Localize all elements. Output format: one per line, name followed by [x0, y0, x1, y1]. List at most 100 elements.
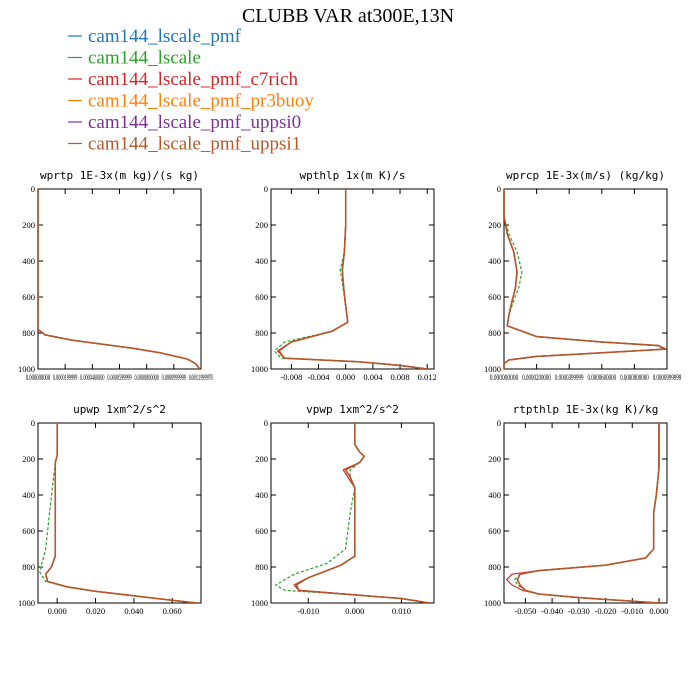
- y-tick-label: 400: [22, 256, 35, 266]
- x-tick-label: 0.010: [392, 606, 411, 616]
- series-line-6: [44, 423, 198, 603]
- y-tick-label: 1000: [18, 364, 35, 374]
- series-line-1: [277, 189, 428, 369]
- series-line-1: [516, 423, 660, 603]
- y-tick-label: 800: [22, 562, 35, 572]
- y-tick-label: 1000: [251, 364, 268, 374]
- y-tick-label: 800: [488, 562, 501, 572]
- plot-frame: [37, 422, 202, 604]
- y-tick-label: 400: [255, 256, 268, 266]
- x-tick-label: -0.008: [280, 372, 302, 382]
- y-tick-label: 600: [255, 526, 268, 536]
- series-line-4: [504, 189, 665, 369]
- series-line-6: [38, 189, 201, 369]
- x-tick-label: 0.0000399999: [555, 372, 584, 382]
- x-tick-label: -0.040: [541, 606, 563, 616]
- x-tick-label: -0.004: [308, 372, 331, 382]
- panel-title: upwp 1xm^2/s^2: [73, 403, 166, 416]
- x-tick-label: 0.000119999970: [189, 372, 213, 382]
- x-tick-label: -0.030: [568, 606, 590, 616]
- y-tick-label: 0: [497, 418, 501, 428]
- y-tick-label: 400: [255, 490, 268, 500]
- legend-label: cam144_lscale_pmf_pr3buoy: [88, 91, 314, 112]
- x-tick-label: 0.0000400000: [80, 372, 104, 382]
- x-tick-label: 0.008: [390, 372, 409, 382]
- panel-2: wpthlp 1x(m K)/s 0 200 400 600 800 1000 -0.008-…: [251, 169, 437, 382]
- series-group: [273, 189, 428, 369]
- y-tick-label: 200: [488, 220, 501, 230]
- x-tick-label: 0.0000999999: [653, 372, 682, 382]
- panels: wprtp 1E-3x(m kg)/(s kg) 0 200 400 600 800 100…: [18, 169, 681, 616]
- series-group: [506, 423, 660, 603]
- x-tick-label: 0.040: [124, 606, 143, 616]
- x-tick-label: 0.0000800000: [620, 372, 649, 382]
- y-tick-label: 200: [488, 454, 501, 464]
- legend-entry: cam144_lscale_pmf_pr3buoy: [68, 91, 314, 112]
- y-tick-label: 1000: [484, 598, 501, 608]
- panel-title: wprtp 1E-3x(m kg)/(s kg): [40, 169, 199, 182]
- y-tick-label: 600: [488, 526, 501, 536]
- series-line-5: [277, 189, 428, 369]
- x-tick-label: 0.0000999999: [162, 372, 186, 382]
- x-tick-label: 0.000000000: [490, 372, 519, 382]
- plot-frame: [37, 188, 202, 370]
- y-tick-label: 800: [22, 328, 35, 338]
- panel-title: wpthlp 1x(m K)/s: [300, 169, 406, 182]
- series-line-3: [45, 423, 198, 603]
- y-tick-label: 1000: [18, 598, 35, 608]
- figure-title: CLUBB VAR at300E,13N: [242, 5, 454, 27]
- series-line-6: [516, 423, 660, 603]
- y-tick-label: 0: [497, 184, 501, 194]
- y-tick-label: 400: [22, 490, 35, 500]
- series-line-5: [45, 423, 198, 603]
- x-tick-label: 0.060: [163, 606, 182, 616]
- x-tick-label: 0.000: [649, 606, 668, 616]
- series-line-5: [504, 189, 665, 369]
- series-line-6: [276, 189, 428, 369]
- y-tick-label: 400: [488, 256, 501, 266]
- series-group: [504, 189, 667, 369]
- series-line-6: [504, 189, 665, 369]
- x-tick-label: 0.012: [418, 372, 437, 382]
- panel-4: upwp 1xm^2/s^2 0 200 400 600 800 1000 0.000 0.02…: [18, 403, 202, 616]
- series-line-6: [293, 423, 430, 603]
- y-tick-label: 0: [31, 184, 35, 194]
- y-tick-label: 800: [255, 562, 268, 572]
- series-line-4: [277, 189, 428, 369]
- series-line-5: [38, 189, 201, 369]
- panel-title: vpwp 1xm^2/s^2: [306, 403, 399, 416]
- x-tick-label: -0.050: [514, 606, 536, 616]
- series-group: [39, 423, 198, 603]
- y-tick-label: 600: [22, 292, 35, 302]
- x-tick-label: 0.000: [48, 606, 67, 616]
- panel-3: wprcp 1E-3x(m/s) (kg/kg) 0 200 400 600 800 100…: [484, 169, 681, 382]
- legend-entry: cam144_lscale: [68, 48, 201, 69]
- x-tick-label: 0.0000600000: [588, 372, 617, 382]
- y-tick-label: 200: [22, 220, 35, 230]
- legend: cam144_lscale_pmfcam144_lscalecam144_lsc…: [68, 26, 314, 155]
- x-tick-label: 0.000: [336, 372, 355, 382]
- series-line-4: [45, 423, 198, 603]
- series-group: [38, 189, 201, 369]
- series-line-1: [504, 189, 665, 369]
- legend-entry: cam144_lscale_pmf_c7rich: [68, 69, 298, 90]
- x-tick-label: -0.010: [297, 606, 319, 616]
- y-tick-label: 200: [255, 454, 268, 464]
- x-tick-label: 0.0000200000: [522, 372, 551, 382]
- series-group: [275, 423, 430, 603]
- panel-6: rtpthlp 1E-3x(kg K)/kg 0 200 400 600 800 1000 -…: [484, 403, 669, 616]
- y-tick-label: 800: [255, 328, 268, 338]
- series-line-4: [516, 423, 660, 603]
- series-line-1: [38, 189, 201, 369]
- series-line-2: [273, 189, 428, 369]
- x-tick-label: -0.020: [595, 606, 617, 616]
- series-line-5: [516, 423, 660, 603]
- series-line-3: [278, 189, 428, 369]
- plot-frame: [270, 188, 435, 370]
- y-tick-label: 600: [255, 292, 268, 302]
- series-line-4: [38, 189, 201, 369]
- legend-entry: cam144_lscale_pmf_uppsi1: [68, 134, 301, 155]
- legend-label: cam144_lscale_pmf_uppsi0: [88, 112, 301, 133]
- series-line-3: [504, 189, 666, 369]
